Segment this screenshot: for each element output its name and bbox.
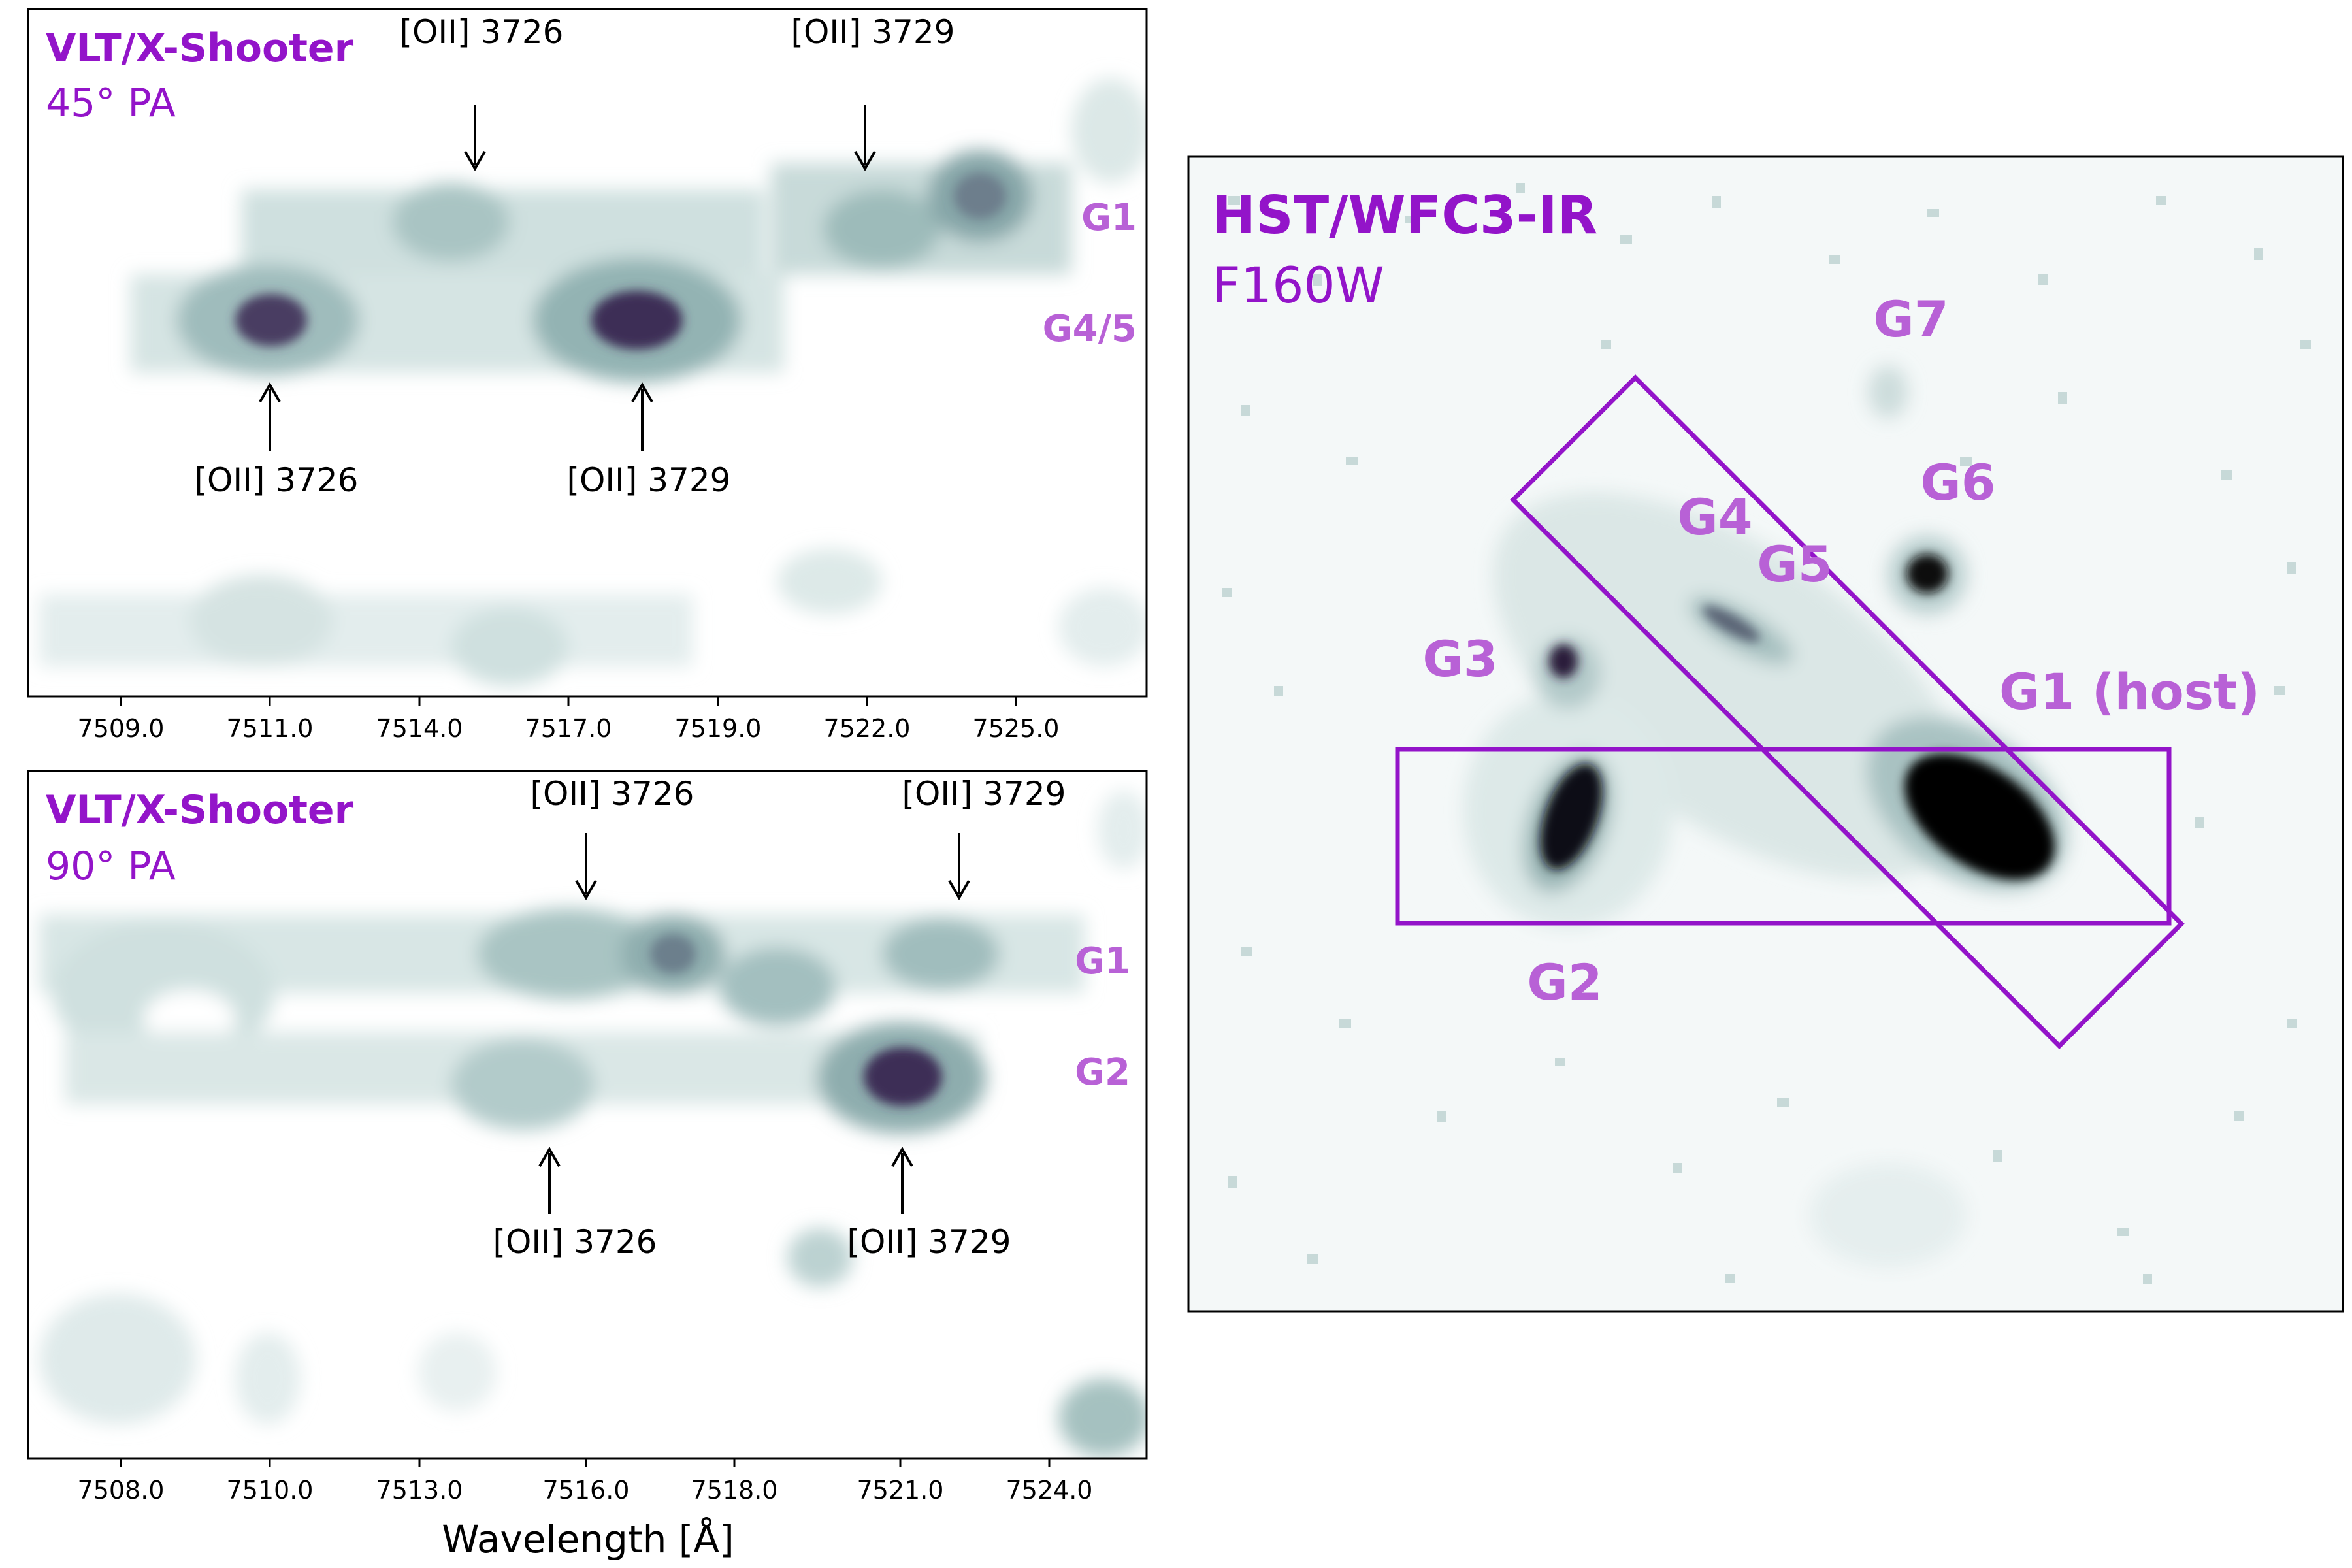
hst-image-frame <box>1187 155 2344 1313</box>
bottom-x-tick: 7508.0 <box>78 1476 165 1505</box>
arrow-head-icon <box>259 382 281 402</box>
top-lower-arrow-3726: [OII] 3726 <box>194 382 359 499</box>
x-axis-label: Wavelength [Å] <box>442 1516 734 1561</box>
bottom-instrument-label: VLT/X-Shooter <box>46 787 354 833</box>
top-pa-label: 45° PA <box>46 80 176 126</box>
galaxy-label-g4: G4 <box>1677 488 1752 546</box>
arrow-head-icon <box>891 1146 913 1167</box>
galaxy-label-g6: G6 <box>1920 453 1995 512</box>
galaxy-label-g2: G2 <box>1527 953 1602 1011</box>
arrow-head-icon <box>948 880 970 901</box>
bottom-pa-label: 90° PA <box>46 843 176 889</box>
bottom-upper-arrow-3726: [OII] 3726 <box>530 775 694 901</box>
hst-image-panel: HST/WFC3-IR F160W G7 G6 G4 G5 G3 G1 (hos… <box>1187 155 2344 1313</box>
top-x-tick: 7511.0 <box>227 714 314 743</box>
galaxy-label-g7: G7 <box>1873 290 1948 348</box>
top-x-tick: 7509.0 <box>78 714 165 743</box>
arrow-head-icon <box>631 382 653 402</box>
top-spectrum-panel: 7509.0 7511.0 7514.0 7517.0 7519.0 7522.… <box>27 8 1148 743</box>
top-spectrum-frame <box>27 8 1148 698</box>
top-x-tick: 7522.0 <box>824 714 911 743</box>
hst-filter-label: F160W <box>1212 256 1384 314</box>
bottom-spectrum-frame <box>27 770 1148 1460</box>
line-label: [OII] 3726 <box>530 775 694 813</box>
bottom-spectrum-image <box>28 771 1147 1458</box>
hst-instrument-label: HST/WFC3-IR <box>1212 185 1597 246</box>
bottom-row-label-g1: G1 <box>1075 940 1130 983</box>
line-label: [OII] 3729 <box>847 1223 1011 1261</box>
arrow-head-icon <box>464 151 486 172</box>
top-x-axis: 7509.0 7511.0 7514.0 7517.0 7519.0 7522.… <box>78 696 1060 743</box>
galaxy-label-g3: G3 <box>1422 630 1497 688</box>
line-label: [OII] 3729 <box>791 13 955 51</box>
galaxy-cores <box>1540 554 2055 880</box>
bottom-lower-arrow-3729: [OII] 3729 <box>847 1146 1011 1261</box>
top-x-tick: 7525.0 <box>973 714 1060 743</box>
bottom-row-label-g2: G2 <box>1075 1051 1130 1094</box>
slit-45pa <box>1510 374 2185 1049</box>
galaxy-label-g1-host: G1 (host) <box>1999 662 2260 721</box>
top-x-tick: 7519.0 <box>675 714 762 743</box>
top-x-tick: 7517.0 <box>525 714 612 743</box>
bottom-lower-arrow-3726: [OII] 3726 <box>493 1146 657 1261</box>
top-spectrum-image <box>28 9 1147 696</box>
arrow-head-icon <box>575 880 597 901</box>
bottom-x-tick: 7521.0 <box>857 1476 944 1505</box>
line-label: [OII] 3726 <box>493 1223 657 1261</box>
top-x-tick: 7514.0 <box>376 714 463 743</box>
arrow-head-icon <box>854 151 876 172</box>
bottom-upper-arrow-3729: [OII] 3729 <box>902 775 1066 901</box>
top-upper-arrow-3729: [OII] 3729 <box>791 13 955 172</box>
bottom-x-tick: 7513.0 <box>376 1476 463 1505</box>
line-label: [OII] 3726 <box>194 461 358 499</box>
top-row-label-g1: G1 <box>1081 197 1137 239</box>
bottom-spectrum-panel: 7508.0 7510.0 7513.0 7516.0 7518.0 7521.… <box>27 770 1148 1561</box>
galaxy-label-g5: G5 <box>1757 535 1832 593</box>
bottom-x-axis: 7508.0 7510.0 7513.0 7516.0 7518.0 7521.… <box>78 1458 1093 1561</box>
bottom-x-tick: 7524.0 <box>1006 1476 1093 1505</box>
top-instrument-label: VLT/X-Shooter <box>46 25 354 71</box>
hst-image <box>1188 157 2343 1311</box>
bottom-x-tick: 7516.0 <box>543 1476 630 1505</box>
bottom-x-tick: 7518.0 <box>691 1476 778 1505</box>
line-label: [OII] 3729 <box>566 461 730 499</box>
top-lower-arrow-3729: [OII] 3729 <box>566 382 731 499</box>
top-row-label-g45: G4/5 <box>1043 308 1137 350</box>
bottom-x-tick: 7510.0 <box>227 1476 314 1505</box>
line-label: [OII] 3726 <box>399 13 563 51</box>
arrow-head-icon <box>538 1146 561 1167</box>
slit-90pa <box>1395 747 2172 926</box>
line-label: [OII] 3729 <box>902 775 1066 813</box>
top-upper-arrow-3726: [OII] 3726 <box>399 13 564 172</box>
